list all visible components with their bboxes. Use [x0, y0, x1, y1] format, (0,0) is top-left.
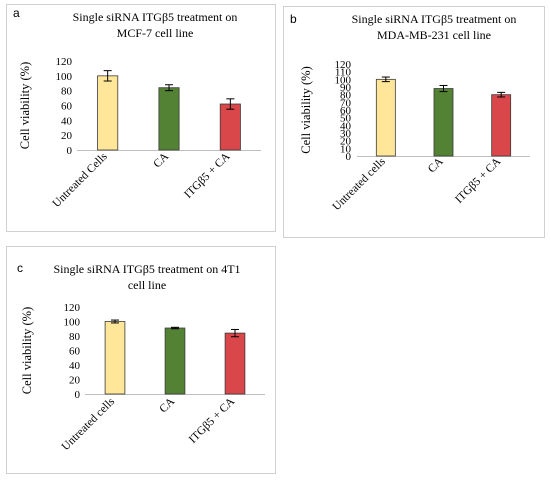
y-tick-label: 0: [75, 389, 81, 401]
y-tick-label: 80: [69, 331, 81, 343]
y-tick-label: 80: [61, 86, 73, 98]
y-tick-label: 20: [340, 136, 352, 148]
chart-title-line: Single siRNA ITGβ5 treatment on: [73, 10, 238, 24]
y-tick-label: 40: [69, 360, 81, 372]
bar-3: [219, 103, 241, 151]
bar-1: [97, 75, 119, 151]
bar-2: [164, 327, 186, 395]
chart-title-line: MCF-7 cell line: [117, 26, 194, 40]
chart-c-svg: c Single siRNA ITGβ5 treatment on 4T1 cell…: [17, 261, 265, 453]
x-category-label: Untreated cells: [60, 395, 118, 453]
y-tick-label: 60: [61, 101, 73, 113]
y-tick-label: 100: [335, 74, 352, 86]
chart-a-svg: a Single siRNA ITGβ5 treatment on MCF-7 ce…: [13, 6, 261, 210]
chart-panel-c: c Single siRNA ITGβ5 treatment on 4T1 cell…: [6, 246, 276, 474]
x-category-label: CA: [426, 155, 446, 175]
y-tick-label: 40: [340, 120, 352, 132]
y-tick-label: 0: [346, 151, 352, 163]
chart-panel-b: b Single siRNA ITGβ5 treatment on MDA-MB-2…: [283, 6, 545, 238]
y-tick-label: 100: [56, 71, 73, 83]
chart-panel-a: a Single siRNA ITGβ5 treatment on MCF-7 ce…: [6, 4, 276, 232]
y-tick-label: 20: [61, 130, 73, 142]
chart-title-line: cell line: [128, 278, 166, 292]
bar-1: [375, 78, 396, 157]
y-tick-label: 10: [340, 143, 352, 155]
panel-label: a: [13, 6, 20, 20]
x-category-label: ITGβ5 + CA: [182, 150, 233, 201]
bar-2: [158, 87, 180, 151]
x-category-label: ITGβ5 + CA: [453, 155, 504, 206]
y-tick-label: 120: [335, 59, 352, 71]
y-tick-label: 40: [61, 115, 73, 127]
y-tick-label: 120: [56, 56, 73, 68]
y-axis-label: Cell viability (%): [299, 66, 313, 153]
chart-title-line: Single siRNA ITGβ5 treatment on: [352, 12, 517, 26]
x-category-label: CA: [151, 150, 171, 170]
bar-3: [491, 94, 512, 157]
y-tick-label: 120: [64, 302, 81, 314]
y-tick-label: 80: [340, 90, 352, 102]
bar-2: [433, 88, 454, 157]
y-tick-label: 90: [340, 82, 352, 94]
y-tick-label: 0: [67, 145, 73, 157]
x-category-label: Untreated cells: [330, 155, 388, 213]
bar-3: [224, 332, 246, 395]
chart-title-line: MDA-MB-231 cell line: [377, 28, 491, 42]
y-tick-label: 110: [335, 67, 352, 79]
y-tick-label: 70: [340, 97, 352, 109]
panel-label: c: [17, 261, 23, 275]
x-category-label: CA: [157, 395, 177, 415]
y-axis-label: Cell viability (%): [18, 62, 32, 149]
y-tick-label: 20: [69, 375, 81, 387]
chart-title-line: Single siRNA ITGβ5 treatment on 4T1: [53, 262, 240, 276]
bar-1: [104, 321, 126, 395]
panel-label: b: [290, 12, 297, 26]
y-tick-label: 60: [340, 105, 352, 117]
y-axis-label: Cell viability (%): [20, 307, 34, 394]
y-tick-label: 100: [64, 317, 81, 329]
chart-b-svg: b Single siRNA ITGβ5 treatment on MDA-MB-2…: [290, 12, 530, 213]
y-tick-label: 60: [69, 346, 81, 358]
x-category-label: Untreated Cells: [50, 150, 110, 210]
x-category-label: ITGβ5 + CA: [187, 395, 238, 446]
y-tick-label: 50: [340, 113, 352, 125]
y-tick-label: 30: [340, 128, 352, 140]
